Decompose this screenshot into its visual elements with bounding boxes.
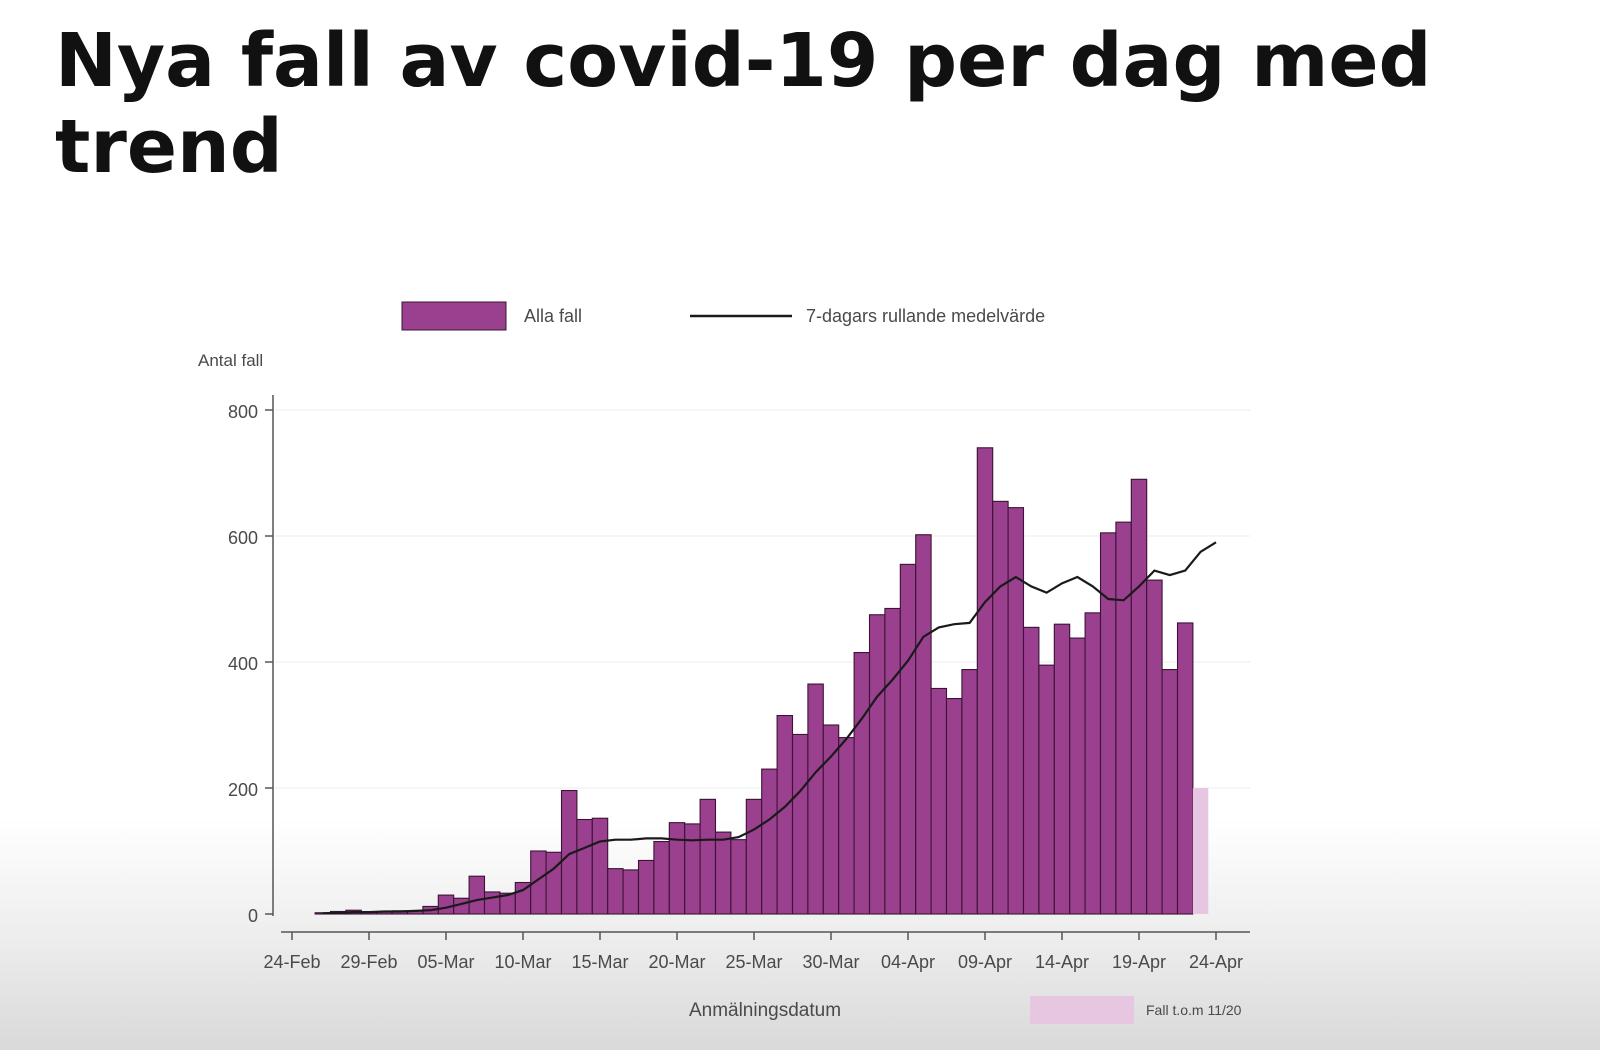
bar [915,534,932,915]
x-tick-label: 15-Mar [571,952,628,972]
bar [776,714,794,915]
rolling-mean-line [322,541,1217,915]
bar [1007,507,1025,915]
bar [730,839,747,915]
bar [1161,669,1179,915]
bars [314,447,1194,915]
bar [576,818,593,915]
y-tick-label: 400 [228,654,258,674]
y-tick-label: 200 [228,780,258,800]
bar [791,733,809,915]
x-ticks: 24-Feb 29-Feb 05-Mar 10-Mar 15-Mar 20-Mar 25-M… [263,932,1243,972]
x-tick-label: 29-Feb [340,952,397,972]
bar [668,822,686,915]
legend-label-alla-fall: Alla fall [524,306,582,326]
bar [945,697,963,915]
y-tick-label: 0 [248,906,258,926]
bar [1146,579,1163,915]
bar [822,724,840,915]
bar [684,823,701,915]
bar [930,687,948,915]
pending-bars [1192,788,1209,914]
x-tick-label: 25-Mar [725,952,782,972]
bar [483,891,501,915]
bar [1099,532,1117,915]
bar [1069,637,1086,915]
y-ticks: 0 200 400 600 800 [228,402,273,926]
bar [545,851,563,915]
legend-label-rolling-mean: 7-dagars rullande medelvärde [806,306,1045,326]
bar [1038,664,1055,915]
bar [637,859,655,915]
x-tick-label: 04-Apr [881,952,935,972]
bar [838,737,855,915]
bar [745,798,763,915]
x-tick-label: 24-Feb [263,952,320,972]
bar [761,768,778,915]
bar [714,831,732,915]
legend-swatch-pending [1030,996,1134,1024]
legend-swatch-alla-fall [401,301,507,331]
bar [622,869,640,915]
bar [1176,622,1194,915]
bar [1084,612,1102,915]
y-tick-label: 800 [228,402,258,422]
bar [976,447,994,915]
y-tick-label: 600 [228,528,258,548]
x-tick-label: 05-Mar [417,952,474,972]
pending-bar [1192,788,1209,914]
bar [884,607,901,915]
bar [1022,626,1040,915]
bar [868,614,886,915]
bar [1130,478,1148,915]
y-axis-label: Antal fall [198,351,263,370]
bar [699,798,717,915]
x-tick-label: 14-Apr [1035,952,1089,972]
x-axis-label: Anmälningsdatum [689,1000,841,1021]
bar [1115,521,1132,915]
bar [1053,623,1071,915]
bar [607,868,624,915]
x-tick-label: 24-Apr [1189,952,1243,972]
bar [437,894,455,915]
x-tick-label: 19-Apr [1112,952,1166,972]
bar [468,875,486,915]
slide-title: Nya fall av covid-19 per dag med trend [55,18,1432,190]
legend: Alla fall 7-dagars rullande medelvärde [401,301,1045,331]
bar [899,563,917,915]
bar [853,651,871,915]
bar [653,840,670,915]
x-tick-label: 30-Mar [802,952,859,972]
bar [807,683,824,915]
x-tick-label: 20-Mar [648,952,705,972]
legend-label-pending: Fall t.o.m 11/20 [1146,1002,1242,1018]
bar [591,817,609,915]
bar [961,669,978,915]
x-tick-label: 09-Apr [958,952,1012,972]
bar [992,500,1009,915]
x-tick-label: 10-Mar [494,952,551,972]
